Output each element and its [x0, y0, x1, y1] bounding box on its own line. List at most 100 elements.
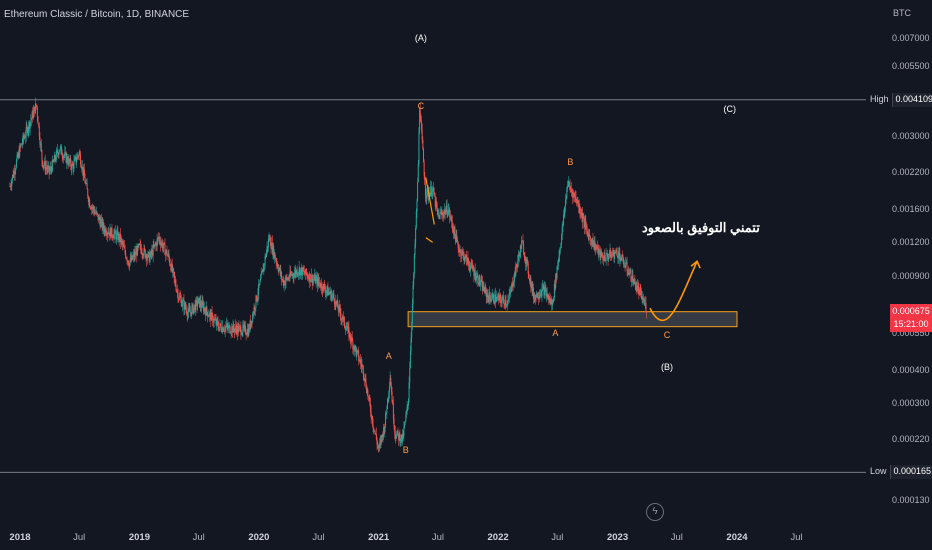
candle-body — [353, 346, 355, 351]
candle-body — [421, 129, 423, 140]
candle-body — [66, 156, 68, 163]
candle-body — [203, 307, 205, 312]
candle-body — [62, 156, 64, 159]
candle-body — [349, 332, 351, 338]
candle-body — [362, 365, 364, 367]
candle-body — [484, 286, 486, 293]
candle-body — [102, 222, 104, 229]
candle-body — [388, 391, 390, 398]
candle-body — [24, 137, 26, 139]
candle-body — [73, 160, 75, 169]
candle-body — [533, 297, 535, 299]
candle-body — [588, 235, 590, 240]
candle-body — [583, 218, 585, 219]
candle-body — [39, 137, 41, 145]
candle-body — [323, 284, 325, 286]
candle-body — [71, 163, 73, 170]
candle-body — [32, 112, 34, 118]
candle-body — [589, 235, 591, 237]
candle-body — [250, 320, 252, 327]
candle-body — [292, 274, 294, 276]
candle-body — [643, 300, 645, 304]
candle-body — [11, 179, 13, 186]
candle-body — [119, 233, 121, 241]
candle-body — [404, 421, 406, 424]
candle-body — [517, 254, 519, 261]
candle-body — [90, 207, 92, 210]
candle-body — [137, 245, 139, 247]
candle-body — [632, 275, 634, 282]
candle-body — [176, 290, 178, 292]
candle-body — [270, 245, 272, 249]
candle-body — [202, 301, 204, 305]
candle-body — [162, 246, 164, 249]
candle-body — [548, 299, 550, 301]
candle-body — [279, 267, 281, 274]
candle-body — [222, 326, 224, 333]
candle-body — [398, 433, 400, 440]
candle-body — [493, 301, 495, 304]
candle-body — [131, 255, 133, 261]
candle-body — [644, 302, 646, 304]
candle-body — [79, 152, 81, 155]
candle-body — [552, 300, 554, 302]
y-tick-label: 0.002200 — [892, 167, 930, 178]
support-zone[interactable] — [407, 311, 738, 328]
candle-body — [356, 350, 358, 352]
candle-body — [479, 276, 481, 285]
candle-body — [333, 293, 335, 299]
candle-body — [431, 193, 433, 196]
candle-body — [412, 285, 414, 304]
candle-body — [453, 227, 455, 235]
candle-body — [458, 248, 460, 253]
candle-body — [238, 326, 240, 332]
candle-body — [214, 319, 216, 321]
candle-body — [246, 329, 248, 335]
candle-body — [347, 326, 349, 328]
candle-body — [392, 402, 394, 404]
candle-body — [60, 146, 62, 148]
candle-body — [328, 291, 330, 294]
candle-body — [405, 414, 407, 422]
candle-body — [490, 299, 492, 302]
candle-body — [563, 213, 565, 215]
candle-body — [29, 122, 31, 129]
candle-body — [337, 308, 339, 312]
candle-body — [549, 298, 551, 304]
candle-body — [38, 124, 40, 126]
candle-body — [59, 150, 61, 152]
candle-body — [596, 247, 598, 249]
candle-body — [396, 433, 398, 439]
bolt-icon[interactable]: ϟ — [646, 503, 664, 521]
candle-body — [462, 252, 464, 254]
candle-body — [568, 182, 570, 185]
candle-body — [165, 251, 167, 256]
candle-body — [612, 254, 614, 255]
candle-body — [538, 297, 540, 299]
candle-body — [618, 251, 620, 258]
candle-body — [485, 289, 487, 298]
candle-body — [494, 294, 496, 304]
candle-body — [371, 416, 373, 425]
candle-body — [203, 304, 205, 312]
candle-body — [344, 325, 346, 328]
candle-body — [263, 264, 265, 272]
candle-body — [455, 234, 457, 243]
y-tick-label: 0.000130 — [892, 495, 930, 505]
candle-body — [630, 269, 632, 281]
candle-body — [145, 255, 147, 258]
candle-body — [103, 228, 105, 233]
projection-arrow[interactable] — [649, 260, 698, 322]
candle-body — [47, 166, 49, 170]
candle-body — [42, 160, 44, 167]
candle-body — [80, 154, 82, 165]
candle-body — [641, 298, 643, 300]
candle-body — [197, 303, 199, 307]
candle-body — [122, 244, 124, 246]
candle-body — [462, 251, 464, 253]
candle-body — [305, 268, 307, 275]
candle-body — [184, 303, 186, 309]
candle-body — [51, 159, 53, 172]
candle-body — [351, 336, 353, 341]
